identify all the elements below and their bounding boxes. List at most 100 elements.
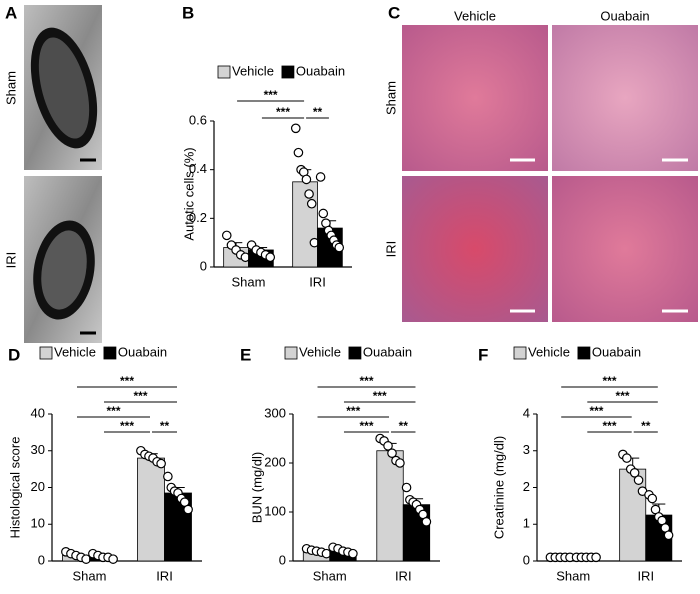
legend-label: Vehicle xyxy=(299,344,341,359)
legend-swatch xyxy=(281,65,295,79)
y-tick-label: 30 xyxy=(31,442,45,457)
data-point xyxy=(401,482,412,493)
legend-swatch xyxy=(217,65,231,79)
chromatin xyxy=(38,37,90,139)
bar xyxy=(137,457,165,562)
micrograph xyxy=(402,176,548,322)
panel-label: C xyxy=(388,3,400,22)
row-label: Sham xyxy=(3,71,18,105)
data-point xyxy=(183,504,193,515)
y-tick-label: 0.2 xyxy=(189,210,207,225)
data-point xyxy=(421,516,432,527)
panel-label: B xyxy=(182,3,194,22)
x-tick-label: IRI xyxy=(637,568,654,583)
panel-label: A xyxy=(5,3,17,22)
data-point xyxy=(387,448,397,458)
y-tick-label: 0.4 xyxy=(189,161,207,176)
data-point xyxy=(156,458,166,469)
x-tick-label: IRI xyxy=(395,568,412,583)
panel-label: D xyxy=(8,345,20,364)
significance-label: *** xyxy=(616,389,630,403)
significance-label: *** xyxy=(359,374,373,388)
legend-swatch xyxy=(39,346,53,360)
significance-label: *** xyxy=(589,404,603,418)
legend-swatch xyxy=(103,346,117,360)
data-point xyxy=(348,548,358,559)
micrograph xyxy=(402,25,548,171)
significance-label: ** xyxy=(313,105,323,119)
significance-label: *** xyxy=(120,374,134,388)
panel-label: F xyxy=(478,345,488,364)
legend-swatch xyxy=(577,346,591,360)
y-tick-label: 10 xyxy=(31,516,45,531)
significance-label: *** xyxy=(346,404,360,418)
column-label: Vehicle xyxy=(454,8,496,23)
data-point xyxy=(301,174,312,185)
row-label: IRI xyxy=(383,241,398,258)
y-tick-label: 0 xyxy=(200,258,207,273)
data-point xyxy=(265,252,276,263)
significance-label: *** xyxy=(359,419,373,433)
y-axis-label: Autotic cells (%) xyxy=(181,147,196,240)
significance-label: *** xyxy=(120,419,134,433)
legend-label: Vehicle xyxy=(232,63,274,78)
y-tick-label: 0 xyxy=(38,552,45,567)
data-point xyxy=(395,458,405,468)
data-point xyxy=(383,441,393,451)
legend-label: Vehicle xyxy=(528,344,570,359)
panel-label: E xyxy=(240,345,251,364)
data-point xyxy=(629,467,640,478)
data-point xyxy=(663,530,674,541)
legend-swatch xyxy=(348,346,362,360)
y-tick-label: 100 xyxy=(264,503,286,518)
legend-swatch xyxy=(513,346,527,360)
y-tick-label: 0 xyxy=(523,552,530,567)
significance-label: *** xyxy=(602,419,616,433)
x-tick-label: Sham xyxy=(313,568,347,583)
legend-label: Ouabain xyxy=(296,63,345,78)
y-tick-label: 20 xyxy=(31,479,45,494)
micrograph xyxy=(552,176,698,322)
significance-label: *** xyxy=(276,105,290,119)
significance-label: ** xyxy=(399,419,409,433)
significance-label: *** xyxy=(133,389,147,403)
x-tick-label: Sham xyxy=(556,568,590,583)
data-point xyxy=(304,189,314,199)
y-tick-label: 3 xyxy=(523,442,530,457)
y-tick-label: 0.6 xyxy=(189,112,207,127)
data-point xyxy=(315,172,326,182)
legend-swatch xyxy=(284,346,298,360)
y-tick-label: 300 xyxy=(264,405,286,420)
micrograph xyxy=(552,25,698,171)
y-tick-label: 200 xyxy=(264,454,286,469)
legend-label: Vehicle xyxy=(54,344,96,359)
data-point xyxy=(293,147,304,158)
significance-label: ** xyxy=(641,419,651,433)
column-label: Ouabain xyxy=(600,8,649,23)
x-tick-label: Sham xyxy=(73,568,107,583)
y-tick-label: 2 xyxy=(523,479,530,494)
data-point xyxy=(334,242,345,253)
y-axis-label: BUN (mg/dl) xyxy=(249,452,264,524)
data-point xyxy=(108,554,118,564)
row-label: Sham xyxy=(383,81,398,115)
data-point xyxy=(221,230,232,241)
legend-label: Ouabain xyxy=(592,344,641,359)
significance-label: ** xyxy=(160,419,170,433)
y-tick-label: 1 xyxy=(523,516,530,531)
data-point xyxy=(290,123,301,134)
significance-label: *** xyxy=(373,389,387,403)
significance-label: *** xyxy=(602,374,616,388)
y-tick-label: 0 xyxy=(279,552,286,567)
chromatin xyxy=(41,230,87,310)
legend-label: Ouabain xyxy=(118,344,167,359)
x-tick-label: IRI xyxy=(156,568,173,583)
data-point xyxy=(306,198,317,209)
data-point xyxy=(622,453,632,463)
data-point xyxy=(163,471,173,482)
data-point xyxy=(647,493,658,504)
data-point xyxy=(633,475,644,485)
data-point xyxy=(591,552,601,563)
y-tick-label: 4 xyxy=(523,405,530,420)
